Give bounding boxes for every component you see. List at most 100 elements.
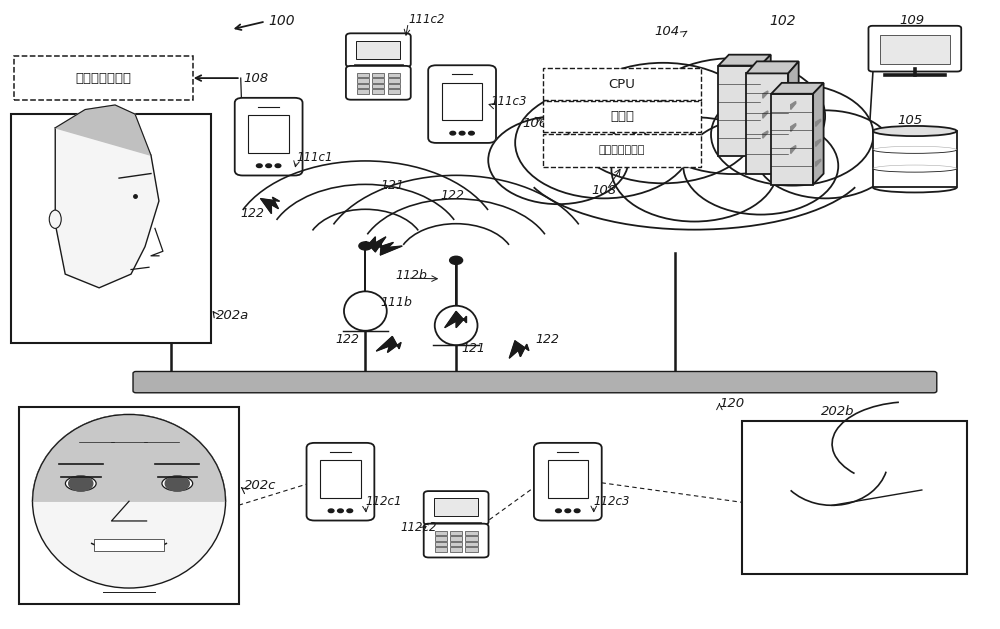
Ellipse shape: [344, 291, 387, 331]
Ellipse shape: [162, 476, 193, 491]
Circle shape: [69, 476, 93, 491]
Text: 202b: 202b: [821, 404, 854, 418]
Polygon shape: [33, 415, 226, 501]
Circle shape: [266, 164, 271, 167]
Ellipse shape: [435, 306, 478, 345]
Circle shape: [488, 116, 628, 204]
Bar: [450, 536, 462, 540]
Polygon shape: [791, 145, 796, 153]
FancyBboxPatch shape: [428, 65, 496, 143]
Circle shape: [565, 509, 571, 513]
Bar: [372, 73, 384, 77]
Circle shape: [711, 84, 873, 186]
Bar: [442, 83, 482, 120]
Polygon shape: [746, 62, 799, 74]
Polygon shape: [509, 341, 529, 359]
Text: 102: 102: [769, 14, 796, 28]
Circle shape: [611, 117, 777, 221]
Text: 皮肤干燥度模型: 皮肤干燥度模型: [76, 72, 132, 85]
Text: 112b: 112b: [395, 269, 427, 282]
Bar: [450, 531, 462, 535]
FancyBboxPatch shape: [868, 26, 961, 72]
Ellipse shape: [33, 415, 226, 588]
Bar: [465, 531, 478, 535]
Text: 112c3: 112c3: [594, 496, 630, 508]
Ellipse shape: [520, 56, 869, 242]
Bar: [388, 84, 400, 88]
Polygon shape: [376, 337, 401, 352]
Bar: [320, 460, 361, 498]
Polygon shape: [791, 123, 796, 131]
Text: 121: 121: [461, 342, 485, 355]
Text: CPU: CPU: [609, 77, 636, 91]
Text: 122: 122: [335, 333, 359, 346]
Text: 存储器: 存储器: [610, 110, 634, 123]
Ellipse shape: [65, 476, 96, 491]
Bar: [19, 406, 239, 604]
Bar: [388, 89, 400, 94]
Bar: [248, 115, 289, 153]
Bar: [388, 73, 400, 77]
Circle shape: [328, 509, 334, 513]
Bar: [431, 522, 481, 526]
Polygon shape: [816, 139, 821, 147]
FancyBboxPatch shape: [543, 101, 701, 132]
Polygon shape: [760, 55, 771, 157]
FancyBboxPatch shape: [543, 133, 701, 167]
Bar: [450, 542, 462, 546]
Circle shape: [567, 63, 759, 183]
Bar: [357, 89, 369, 94]
Text: 106: 106: [522, 116, 547, 130]
Text: 108: 108: [591, 184, 616, 198]
Bar: [742, 421, 967, 574]
Circle shape: [641, 58, 825, 174]
Bar: [465, 542, 478, 546]
Text: 112c2: 112c2: [400, 521, 437, 533]
Bar: [434, 498, 478, 516]
Bar: [873, 131, 957, 187]
Text: 120: 120: [719, 396, 745, 409]
Text: 108: 108: [244, 72, 269, 85]
Bar: [372, 79, 384, 83]
Polygon shape: [771, 83, 824, 94]
Polygon shape: [788, 62, 799, 174]
Polygon shape: [816, 159, 821, 167]
Circle shape: [469, 131, 474, 135]
Bar: [718, 65, 760, 157]
Circle shape: [459, 131, 465, 135]
Bar: [435, 531, 447, 535]
Ellipse shape: [49, 210, 61, 228]
Bar: [450, 547, 462, 552]
Text: 111c2: 111c2: [408, 13, 445, 26]
Text: 112c1: 112c1: [365, 496, 402, 508]
Polygon shape: [763, 91, 768, 98]
Bar: [548, 460, 588, 498]
Polygon shape: [261, 198, 280, 214]
Circle shape: [165, 476, 189, 491]
Bar: [357, 79, 369, 83]
FancyBboxPatch shape: [133, 372, 937, 392]
Polygon shape: [376, 242, 402, 255]
Text: 122: 122: [241, 208, 265, 220]
Bar: [94, 538, 164, 550]
FancyBboxPatch shape: [543, 69, 701, 100]
Bar: [435, 547, 447, 552]
Text: 122: 122: [535, 333, 559, 347]
FancyBboxPatch shape: [346, 66, 411, 100]
Text: 111b: 111b: [380, 296, 412, 309]
Polygon shape: [763, 131, 768, 138]
Polygon shape: [718, 55, 771, 65]
Text: 121: 121: [380, 179, 404, 192]
Text: 皮肤干燥度模型: 皮肤干燥度模型: [599, 145, 645, 155]
Text: 109: 109: [899, 14, 924, 27]
Circle shape: [574, 509, 580, 513]
Bar: [880, 35, 950, 64]
Polygon shape: [763, 111, 768, 118]
Bar: [11, 114, 211, 343]
Circle shape: [515, 87, 692, 198]
FancyBboxPatch shape: [424, 491, 489, 525]
Bar: [465, 536, 478, 540]
Text: 202a: 202a: [216, 309, 249, 322]
Bar: [435, 542, 447, 546]
Polygon shape: [55, 105, 151, 155]
